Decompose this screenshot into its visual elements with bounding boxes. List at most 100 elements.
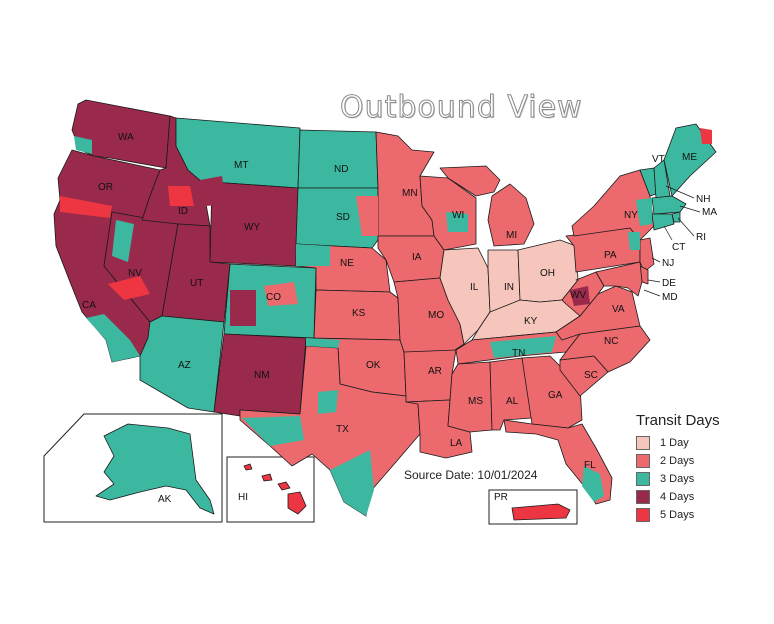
legend-swatch [636,472,650,486]
label-co: CO [266,292,281,303]
leader-ct [663,225,673,241]
label-nj: NJ [662,258,674,269]
label-ok: OK [366,360,381,371]
legend-item: 2 Days [636,453,746,469]
tx-central-region [318,390,338,414]
label-ca: CA [82,300,96,311]
tx-west-region [242,416,304,446]
label-mi: MI [506,230,517,241]
ca-southern-region [86,314,140,362]
ok-panhandle-region [306,338,340,348]
label-nm: NM [254,370,270,381]
legend-item: 5 Days [636,507,746,523]
ne-west-region [296,244,330,266]
label-az: AZ [178,360,191,371]
puerto-rico-inset-frame [488,489,578,525]
label-tx: TX [336,424,349,435]
legend-swatch [636,508,650,522]
label-ak: AK [158,494,172,505]
wa-east-region [74,136,92,154]
alaska-inset-frame [43,413,223,523]
nv-southern-region [108,276,150,300]
pa-east-region [628,232,640,250]
label-va: VA [612,304,625,315]
state-mi [439,165,535,247]
label-ky: KY [524,316,538,327]
label-al: AL [506,396,519,407]
nv-northern-region [112,220,134,262]
legend-swatch [636,454,650,468]
label-ma: MA [702,207,717,218]
hawaii-inset-frame [226,456,315,523]
label-hi: HI [238,492,248,503]
state-ct [651,213,675,231]
label-sd: SD [336,212,350,223]
label-ia: IA [412,252,422,263]
state-ak [95,423,215,515]
label-ny: NY [624,210,638,221]
tn-central-region [490,336,556,358]
label-ut: UT [190,278,203,289]
label-pr: PR [494,492,508,503]
label-ms: MS [468,396,483,407]
label-ga: GA [548,390,563,401]
state-md [595,261,643,297]
wi-central-region [446,212,468,232]
label-wi: WI [452,210,464,221]
label-ar: AR [428,366,442,377]
label-vt: VT [652,154,665,165]
label-wy: WY [244,222,260,233]
label-wa: WA [118,132,134,143]
label-md: MD [662,292,678,303]
label-sc: SC [584,370,598,381]
state-ma [651,195,687,215]
label-fl: FL [584,460,596,471]
label-me: ME [682,152,697,163]
label-mn: MN [402,188,418,199]
label-mt: MT [234,160,248,171]
map-title: Outbound View [340,90,583,126]
wv-central-region [570,286,590,306]
state-il [439,247,491,345]
label-ct: CT [672,242,685,253]
label-wv: WV [570,290,586,301]
label-tn: TN [512,348,525,359]
label-or: OR [98,182,113,193]
label-oh: OH [540,268,555,279]
label-ri: RI [696,232,706,243]
me-north-region [700,128,712,144]
state-az [139,315,225,413]
leader-nh [665,185,695,199]
source-date: Source Date: 10/01/2024 [404,468,538,482]
legend-title: Transit Days [636,412,720,429]
label-nh: NH [696,194,710,205]
leader-md [643,289,661,297]
label-nc: NC [604,336,618,347]
ny-east-region [636,198,652,226]
legend-swatch [636,490,650,504]
legend-item: 1 Day [636,435,746,451]
legend-label: 5 Days [660,509,695,521]
label-nv: NV [128,268,142,279]
state-va [555,285,641,341]
co-western-region [230,290,256,326]
or-southwest-region [60,196,112,218]
legend-swatch [636,436,650,450]
fl-peninsula-region [582,466,604,502]
label-de: DE [662,278,676,289]
state-nj [639,237,655,273]
leader-ri [677,217,695,237]
legend-item: 4 Days [636,489,746,505]
label-in: IN [504,282,514,293]
label-mo: MO [428,310,444,321]
label-nd: ND [334,164,348,175]
label-id: ID [178,206,188,217]
legend: Transit Days 1 Day 2 Days 3 Days 4 Days … [636,412,746,525]
mt-southwest-region [200,176,226,206]
label-pa: PA [604,250,617,261]
state-nd [297,129,379,189]
label-la: LA [450,438,463,449]
state-hi [243,463,307,515]
leader-ma [679,205,701,213]
